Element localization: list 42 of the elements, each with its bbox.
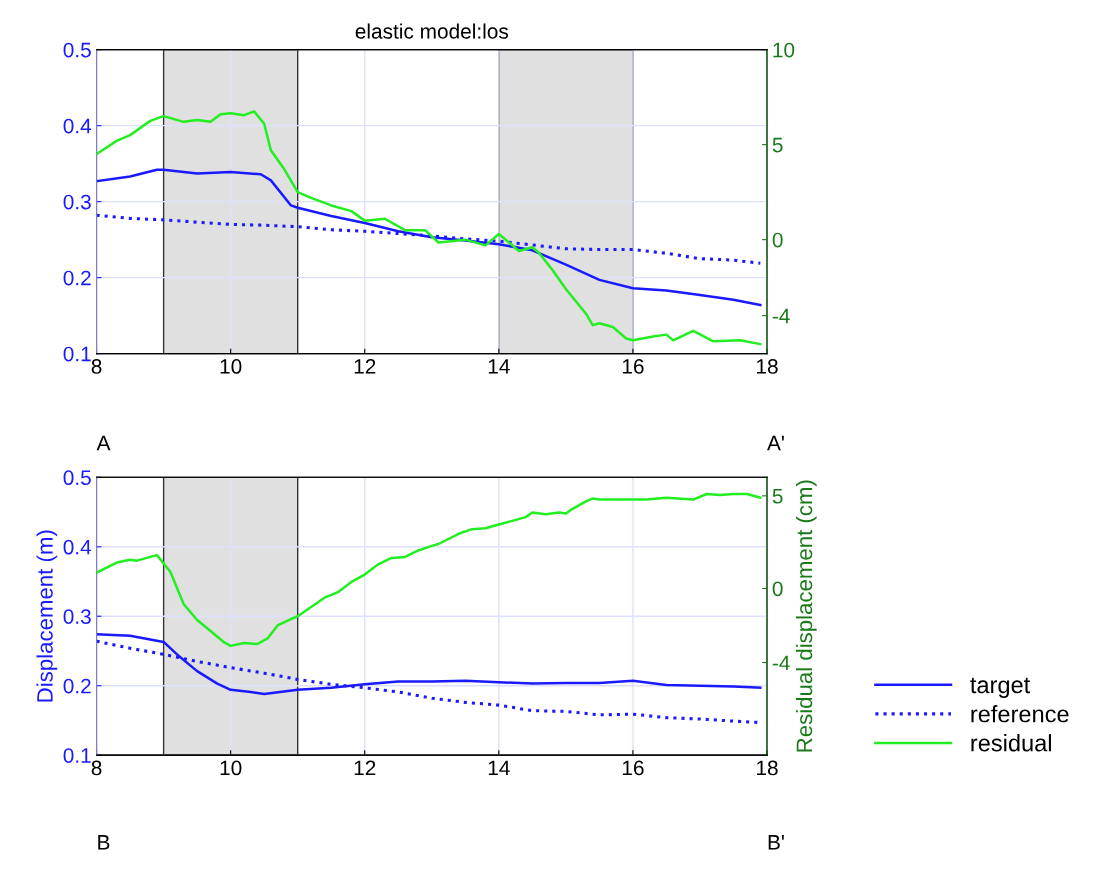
x-tick-label: 12 [354, 359, 376, 374]
line-series [96, 168, 762, 307]
line-series [96, 110, 762, 346]
y-tick-label: 0.3 [63, 609, 91, 624]
y-tick-label: 0.2 [63, 678, 91, 694]
x-tick-label: 8 [91, 359, 102, 374]
x-tick-label: 12 [354, 760, 376, 776]
line-series [96, 492, 762, 648]
x-tick-label: 18 [757, 760, 778, 776]
y2-tick-label: 0 [772, 232, 783, 248]
text: B [98, 835, 110, 850]
x-tick-label: 10 [220, 359, 242, 374]
y2-tick-label: 5 [772, 489, 783, 504]
chart-title: elastic model:los [355, 23, 509, 39]
x-tick-label: 10 [220, 760, 242, 776]
y2-tick-label: 0 [772, 581, 783, 597]
legend-label: residual [971, 734, 1051, 752]
y-tick-label: 0.1 [63, 748, 91, 763]
legend-label: target [970, 677, 1031, 698]
text: B' [768, 835, 784, 850]
y-tick-label: 0.4 [63, 118, 92, 134]
y2-axis-title: Residual displacement (cm) [795, 480, 817, 752]
y-tick-label: 0.5 [63, 470, 91, 486]
x-tick-label: 16 [622, 760, 644, 776]
x-tick-label: 16 [622, 359, 644, 374]
y2-tick-label: -4 [772, 308, 790, 324]
text: A' [767, 435, 784, 451]
y2-tick-label: 10 [773, 42, 795, 58]
x-tick-label: 18 [757, 359, 778, 374]
x-tick-label: 14 [488, 760, 510, 776]
y2-tick-label: 5 [772, 137, 783, 153]
y-tick-label: 0.2 [63, 270, 91, 286]
y-tick-label: 0.3 [63, 194, 91, 210]
x-tick-label: 14 [488, 359, 510, 374]
y-axis-title: Displacement (m) [36, 530, 58, 702]
legend-label: reference [971, 705, 1069, 723]
y2-tick-label: -4 [772, 655, 790, 671]
text: A [96, 435, 111, 451]
y-tick-label: 0.1 [63, 346, 91, 362]
x-tick-label: 8 [91, 760, 102, 776]
y-tick-label: 0.5 [63, 42, 91, 58]
y-tick-label: 0.4 [63, 539, 92, 555]
